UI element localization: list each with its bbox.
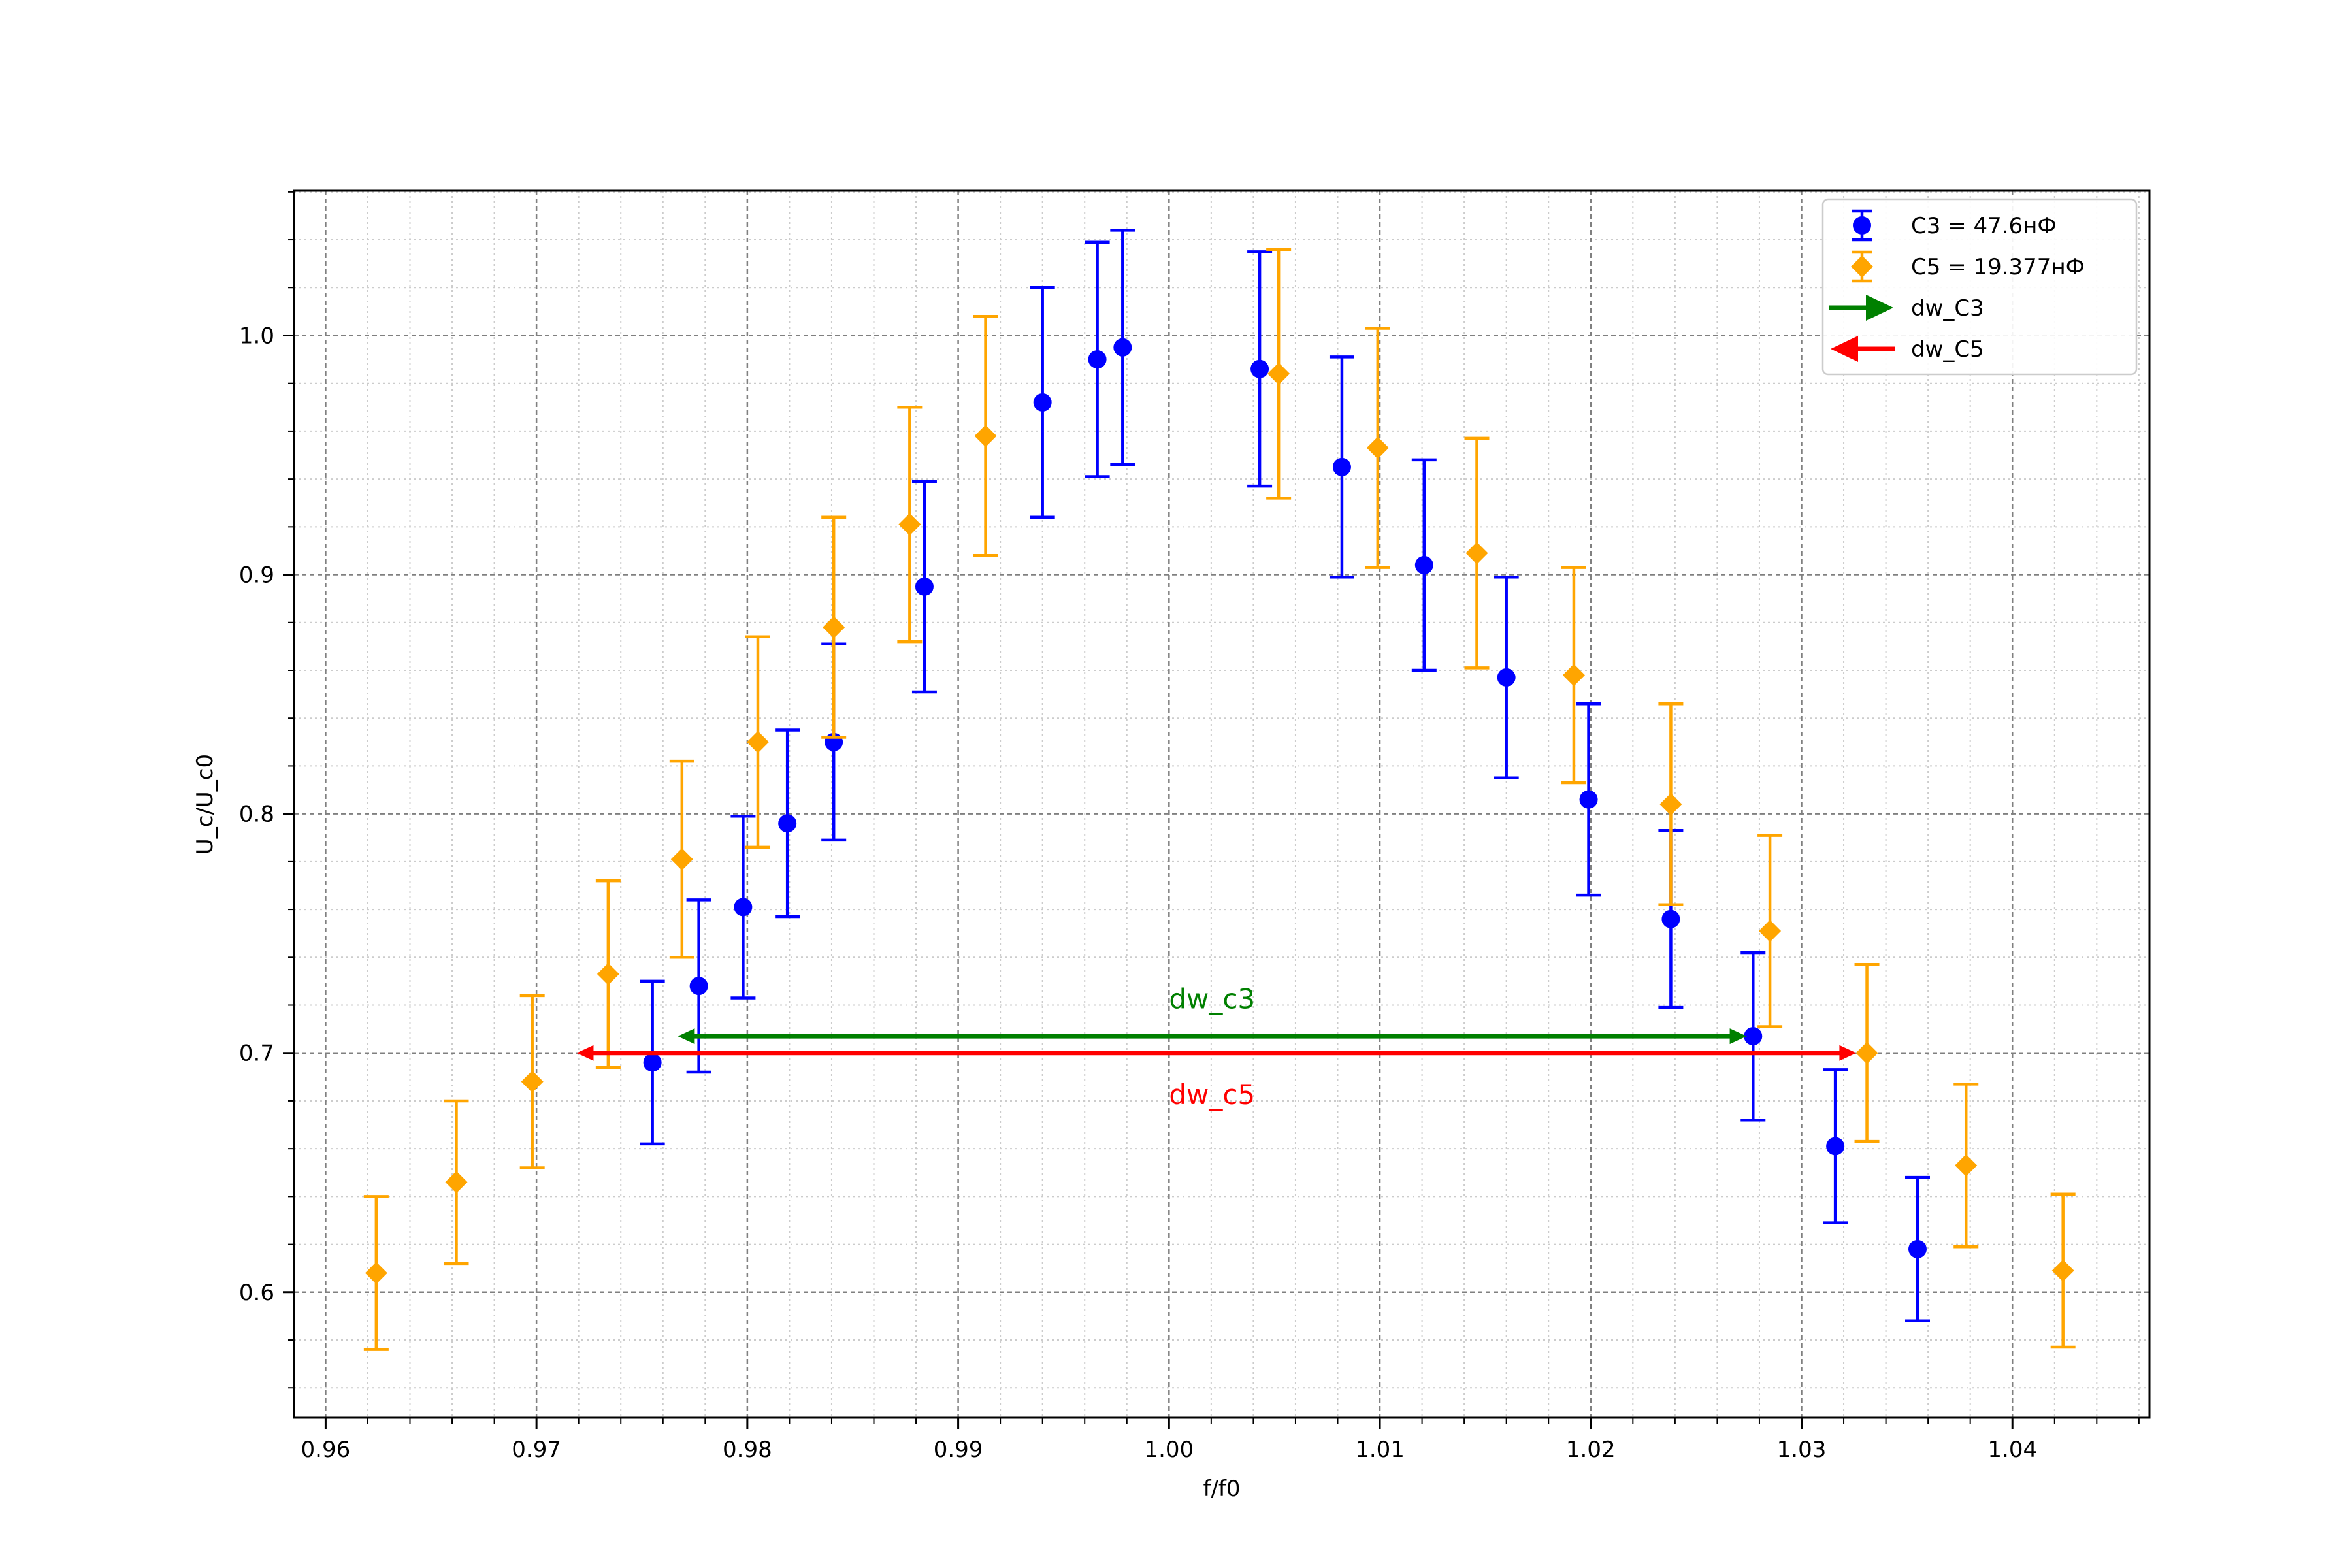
data-point (1497, 668, 1516, 687)
data-point (1826, 1137, 1845, 1156)
data-point (1250, 359, 1269, 378)
arrow-head-left (576, 1045, 594, 1061)
x-tick-label: 0.96 (301, 1437, 351, 1463)
x-tick-label: 1.03 (1777, 1437, 1827, 1463)
annotations: dw_c3 dw_c5 (1169, 983, 1255, 1110)
arrow-head-right (1839, 1045, 1857, 1061)
data-point (1579, 790, 1598, 809)
axes-border (293, 189, 2151, 1419)
data-point (689, 977, 708, 996)
tick-labels: 0.96 0.97 0.98 0.99 1.00 1.01 1.02 1.03 1.04 0.6 0… (239, 323, 2037, 1463)
data-point (1088, 350, 1107, 369)
legend-symbol-dw-c3 (1829, 295, 1893, 321)
data-point (1659, 793, 1682, 815)
legend-arrow-head (1831, 336, 1858, 362)
y-tick-label: 0.6 (239, 1280, 274, 1306)
arrow-head-right (1729, 1028, 1747, 1045)
annotation-dw-c5: dw_c5 (1169, 1079, 1255, 1111)
legend-symbol-c5 (1851, 250, 1873, 283)
x-tick-label: 1.00 (1144, 1437, 1194, 1463)
data-point (1562, 664, 1585, 687)
series-c5 (363, 248, 2076, 1351)
data-point (1267, 363, 1290, 385)
x-tick-label: 0.97 (512, 1437, 561, 1463)
data-point (1759, 920, 1782, 943)
axes-frame (293, 189, 2151, 1419)
legend-label-c5: C5 = 19.377нФ (1911, 254, 2085, 280)
x-tick-label: 1.02 (1566, 1437, 1616, 1463)
width-arrows (576, 1028, 1857, 1061)
annotation-dw-c3: dw_c3 (1169, 983, 1255, 1015)
data-point (643, 1053, 662, 1072)
data-point (915, 577, 934, 596)
y-tick-label: 0.9 (239, 563, 274, 589)
y-tick-label: 0.8 (239, 802, 274, 828)
data-point (734, 898, 753, 917)
legend-label-dw-c5: dw_C5 (1911, 336, 1984, 363)
data-point (521, 1070, 544, 1093)
data-series (363, 229, 2076, 1351)
data-point (1414, 555, 1433, 574)
legend-symbol-dw-c5 (1831, 336, 1895, 362)
x-tick-label: 1.01 (1355, 1437, 1405, 1463)
data-point (1366, 436, 1389, 459)
legend: C3 = 47.6нФ C5 = 19.377нФ dw_C3 dw_C5 (1821, 198, 2138, 376)
legend-label-c3: C3 = 47.6нФ (1911, 213, 2057, 239)
legend-marker (1851, 255, 1873, 278)
x-tick-label: 0.98 (723, 1437, 772, 1463)
y-axis-label: U_c/U_c0 (192, 754, 218, 855)
data-point (1332, 457, 1351, 476)
minor-gridlines (294, 191, 2149, 1418)
data-point (365, 1262, 387, 1284)
series-c3 (640, 229, 1930, 1322)
data-point (1744, 1027, 1763, 1046)
arrow-head-left (678, 1028, 695, 1045)
x-axis-label: f/f0 (1203, 1476, 1240, 1502)
data-point (823, 616, 845, 639)
legend-marker (1853, 216, 1871, 235)
plot-background (294, 191, 2149, 1418)
data-point (974, 425, 997, 448)
data-point (1908, 1239, 1927, 1258)
data-point (1033, 393, 1052, 412)
data-point (778, 814, 797, 833)
data-point (2051, 1259, 2074, 1282)
legend-label-dw-c3: dw_C3 (1911, 295, 1984, 321)
data-point (1855, 1041, 1878, 1064)
x-tick-label: 0.99 (934, 1437, 983, 1463)
data-point (445, 1171, 468, 1194)
plot-area (294, 191, 2149, 1418)
y-tick-label: 1.0 (239, 323, 274, 349)
data-point (670, 848, 693, 871)
data-point (596, 962, 619, 985)
data-point (1955, 1154, 1978, 1177)
arrow-dw-c5 (576, 1045, 1857, 1061)
y-tick-label: 0.7 (239, 1041, 274, 1067)
legend-symbol-c3 (1852, 209, 1872, 242)
data-point (1661, 909, 1680, 928)
data-point (747, 730, 769, 753)
x-tick-label: 1.04 (1987, 1437, 2037, 1463)
legend-box (1821, 198, 2138, 376)
arrow-dw-c3 (678, 1028, 1747, 1045)
data-point (898, 513, 921, 536)
data-point (1113, 338, 1132, 357)
legend-arrow-head (1866, 295, 1893, 321)
data-point (1465, 542, 1488, 564)
